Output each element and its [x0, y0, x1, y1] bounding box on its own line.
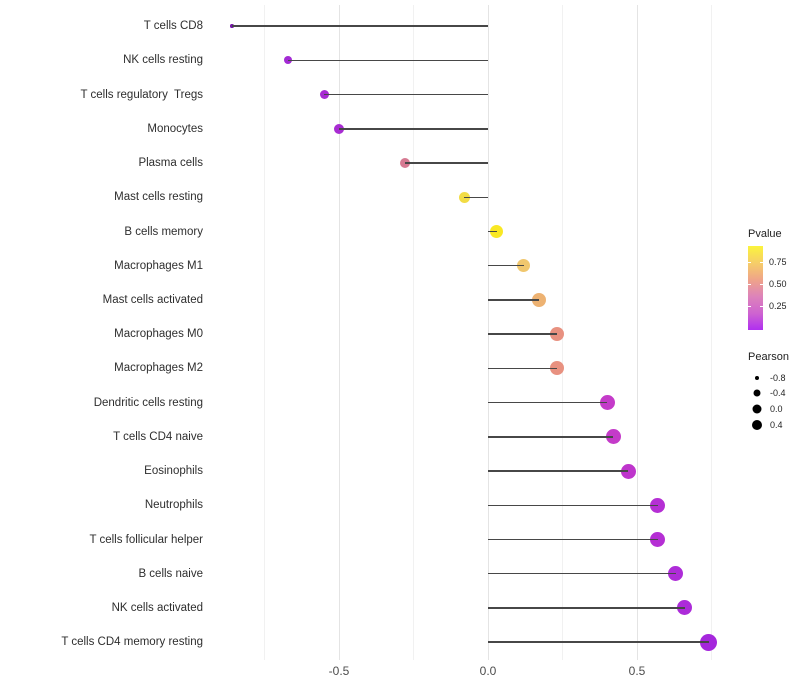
lollipop-stem — [404, 162, 488, 164]
pearson-legend-dot — [752, 420, 762, 430]
y-axis-label: Neutrophils — [144, 499, 203, 512]
lollipop-stem — [231, 25, 488, 27]
lollipop-stem — [488, 572, 676, 575]
lollipop-dot — [650, 497, 666, 513]
lollipop-dot — [490, 225, 504, 239]
x-axis-tick-label: -0.5 — [328, 664, 350, 678]
y-axis-label: NK cells activated — [111, 601, 203, 614]
y-axis-label: T cells CD4 naive — [113, 430, 203, 443]
y-axis-label: T cells follicular helper — [89, 533, 203, 546]
lollipop-stem — [339, 128, 488, 130]
minor-gridline — [711, 5, 712, 660]
minor-gridline — [264, 5, 265, 660]
y-axis-label: Plasma cells — [138, 157, 203, 170]
lollipop-dot — [531, 292, 546, 307]
lollipop-dot — [549, 327, 564, 342]
y-axis-label: Mast cells activated — [102, 293, 203, 306]
pvalue-gradient-bar — [748, 246, 763, 330]
y-axis-label: NK cells resting — [123, 54, 203, 67]
lollipop-stem — [488, 607, 685, 609]
x-axis-tick-label: 0.5 — [628, 664, 646, 678]
minor-gridline — [413, 5, 414, 660]
major-gridline — [487, 5, 489, 660]
pvalue-legend-title: Pvalue — [748, 228, 782, 240]
y-axis-label: B cells naive — [138, 567, 203, 580]
pvalue-bar-notch — [760, 284, 763, 285]
lollipop-stem — [488, 333, 557, 335]
pearson-legend-dot — [755, 376, 759, 380]
y-axis-label: T cells CD8 — [143, 20, 203, 33]
lollipop-dot — [650, 532, 666, 547]
lollipop-stem — [324, 93, 488, 96]
y-axis-label: Mast cells resting — [114, 191, 203, 204]
lollipop-dot — [229, 24, 234, 28]
lollipop-dot — [605, 429, 621, 445]
pearson-legend-label: 0.0 — [770, 404, 783, 414]
major-gridline — [338, 5, 340, 660]
lollipop-stem — [488, 470, 629, 472]
y-axis-label: T cells regulatory Tregs — [80, 88, 203, 101]
y-axis-label: Macrophages M1 — [114, 259, 203, 272]
y-axis-label: Macrophages M0 — [114, 328, 203, 341]
y-axis-label: Dendritic cells resting — [93, 396, 203, 409]
lollipop-stem — [488, 401, 608, 404]
pearson-legend-label: 0.4 — [770, 420, 783, 430]
pvalue-bar-notch — [748, 262, 751, 263]
x-axis-tick-label: 0.0 — [479, 664, 497, 678]
pvalue-bar-notch — [760, 306, 763, 307]
pearson-legend-label: -0.8 — [770, 373, 786, 383]
lollipop-dot — [599, 395, 615, 411]
lollipop-dot — [549, 361, 564, 376]
lollipop-stem — [488, 264, 524, 267]
lollipop-dot — [668, 566, 684, 582]
y-axis-label: Macrophages M2 — [114, 362, 203, 375]
lollipop-stem — [488, 436, 614, 438]
lollipop-stem — [488, 230, 497, 233]
lollipop-stem — [288, 59, 488, 62]
pvalue-tick-label: 0.25 — [769, 301, 787, 311]
major-gridline — [636, 5, 638, 660]
pvalue-bar-notch — [760, 262, 763, 263]
pearson-legend-title: Pearson — [748, 351, 789, 363]
y-axis-label: T cells CD4 memory resting — [61, 636, 203, 649]
lollipop-dot — [517, 259, 531, 273]
pearson-legend-dot — [752, 404, 762, 414]
y-axis-label: Monocytes — [147, 122, 203, 135]
lollipop-dot — [620, 463, 636, 479]
lollipop-stem — [488, 538, 658, 541]
lollipop-dot — [700, 633, 718, 651]
pvalue-tick-label: 0.75 — [769, 257, 787, 267]
pvalue-tick-label: 0.50 — [769, 279, 787, 289]
y-axis-label: B cells memory — [124, 225, 203, 238]
lollipop-stem — [464, 196, 488, 199]
lollipop-stem — [488, 641, 709, 643]
lollipop-stem — [488, 504, 658, 507]
pearson-legend-label: -0.4 — [770, 388, 786, 398]
lollipop-stem — [488, 299, 539, 301]
pvalue-bar-notch — [748, 284, 751, 285]
lollipop-dot — [677, 600, 693, 616]
pvalue-bar-notch — [748, 306, 751, 307]
pearson-legend-dot — [753, 389, 761, 397]
y-axis-label: Eosinophils — [144, 465, 203, 478]
lollipop-stem — [488, 367, 557, 370]
